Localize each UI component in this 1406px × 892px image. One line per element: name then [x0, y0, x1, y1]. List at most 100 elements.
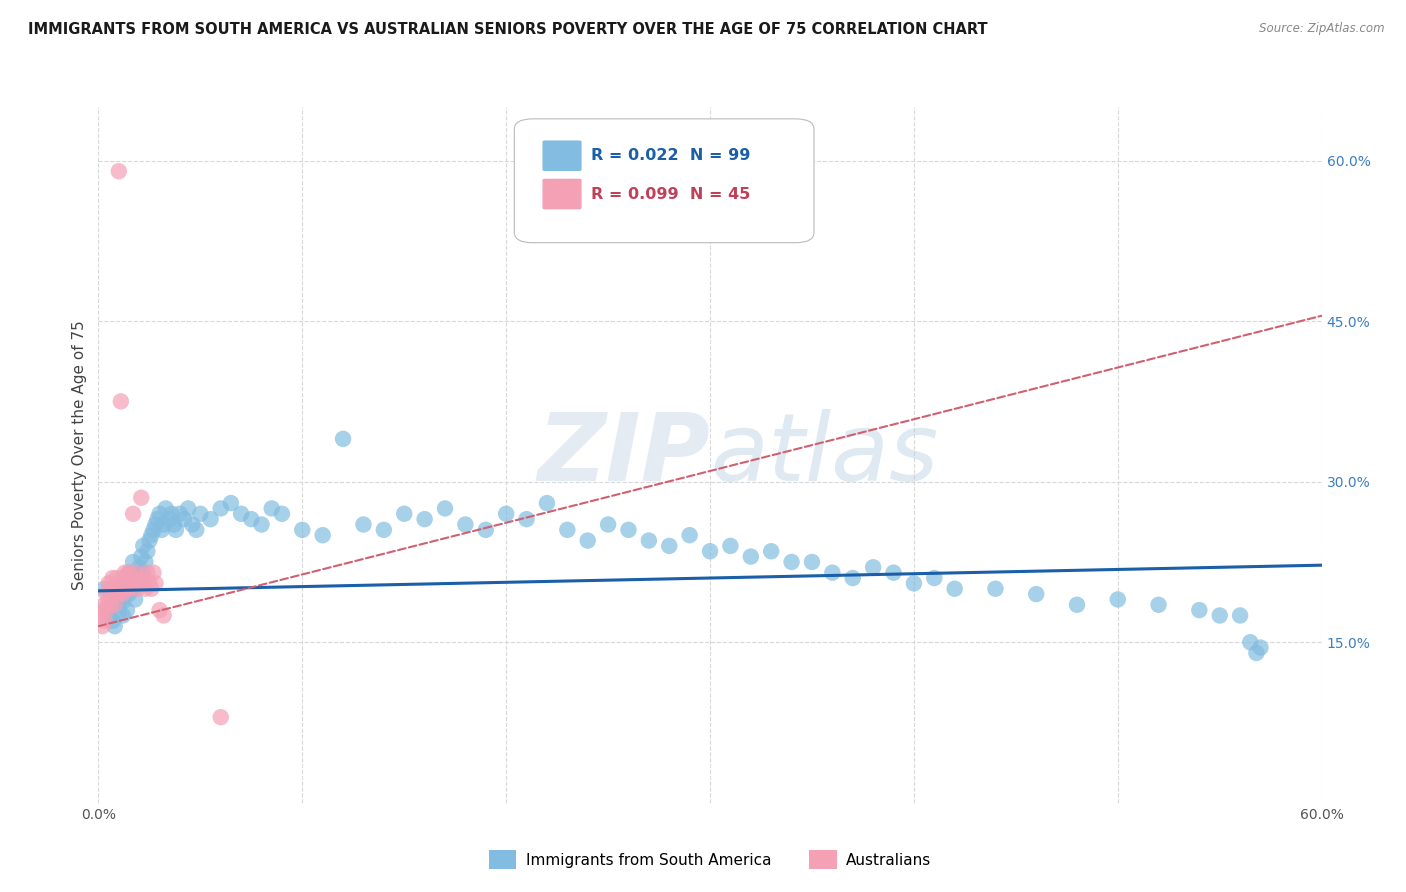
Point: [146, 512, 169, 526]
Point: [1025, 587, 1047, 601]
Point: [188, 507, 212, 521]
Point: [108, 605, 131, 619]
Text: R = 0.099  N = 45: R = 0.099 N = 45: [592, 186, 751, 202]
Point: [761, 544, 783, 558]
Point: [1188, 603, 1211, 617]
Point: [128, 576, 150, 591]
Point: [100, 598, 122, 612]
Point: [120, 571, 142, 585]
Point: [136, 566, 159, 580]
Point: [160, 507, 183, 521]
Point: [181, 517, 204, 532]
Point: [943, 582, 966, 596]
Point: [110, 582, 132, 596]
Point: [454, 517, 477, 532]
Point: [1229, 608, 1251, 623]
Point: [108, 164, 131, 178]
Point: [1147, 598, 1170, 612]
Point: [136, 544, 159, 558]
Point: [186, 523, 208, 537]
Point: [100, 582, 122, 596]
Point: [163, 517, 186, 532]
Point: [209, 501, 232, 516]
Point: [111, 587, 134, 601]
Point: [114, 566, 136, 580]
Point: [124, 566, 146, 580]
Point: [177, 501, 200, 516]
Point: [101, 587, 124, 601]
Point: [145, 576, 167, 591]
Point: [104, 619, 127, 633]
Point: [101, 571, 124, 585]
Point: [118, 566, 141, 580]
Point: [96, 587, 118, 601]
Point: [118, 582, 141, 596]
Y-axis label: Seniors Poverty Over the Age of 75: Seniors Poverty Over the Age of 75: [72, 320, 87, 590]
Point: [658, 539, 681, 553]
Point: [260, 501, 283, 516]
Point: [122, 576, 145, 591]
Point: [598, 517, 620, 532]
Point: [97, 592, 120, 607]
Point: [120, 571, 142, 585]
Point: [173, 512, 195, 526]
Point: [231, 507, 253, 521]
Point: [352, 517, 374, 532]
Text: atlas: atlas: [710, 409, 938, 500]
Text: IMMIGRANTS FROM SOUTH AMERICA VS AUSTRALIAN SENIORS POVERTY OVER THE AGE OF 75 C: IMMIGRANTS FROM SOUTH AMERICA VS AUSTRAL…: [28, 22, 988, 37]
Point: [138, 576, 160, 591]
Point: [1249, 640, 1271, 655]
Point: [127, 566, 149, 580]
Point: [96, 603, 118, 617]
Point: [984, 582, 1007, 596]
Point: [373, 523, 395, 537]
FancyBboxPatch shape: [543, 178, 582, 210]
Text: R = 0.022  N = 99: R = 0.022 N = 99: [592, 148, 751, 163]
Point: [679, 528, 702, 542]
Point: [142, 566, 165, 580]
Point: [110, 591, 132, 605]
Point: [576, 533, 599, 548]
Point: [434, 501, 457, 516]
Point: [149, 507, 172, 521]
Point: [159, 512, 181, 526]
Point: [111, 571, 134, 585]
Point: [108, 587, 131, 601]
Point: [129, 549, 152, 564]
Point: [110, 394, 132, 409]
Point: [155, 501, 177, 516]
Point: [114, 576, 136, 591]
Point: [111, 594, 134, 608]
Point: [165, 523, 187, 537]
Point: [108, 598, 131, 612]
Point: [132, 566, 155, 580]
Point: [93, 614, 115, 628]
Point: [128, 560, 150, 574]
Point: [91, 619, 114, 633]
Point: [105, 571, 128, 585]
Point: [122, 555, 145, 569]
Point: [200, 512, 222, 526]
Point: [240, 512, 263, 526]
Point: [114, 582, 136, 596]
Point: [536, 496, 558, 510]
Point: [152, 517, 174, 532]
Point: [97, 576, 120, 591]
Point: [780, 555, 803, 569]
Point: [129, 491, 152, 505]
Point: [115, 576, 138, 591]
Point: [720, 539, 742, 553]
Point: [922, 571, 945, 585]
Point: [93, 582, 115, 596]
Point: [104, 582, 127, 596]
Point: [169, 507, 191, 521]
Point: [91, 603, 114, 617]
Point: [699, 544, 721, 558]
Point: [841, 571, 863, 585]
Point: [145, 517, 167, 532]
Point: [1107, 592, 1129, 607]
Point: [291, 523, 314, 537]
Point: [114, 587, 136, 601]
Point: [132, 571, 155, 585]
Point: [413, 512, 436, 526]
